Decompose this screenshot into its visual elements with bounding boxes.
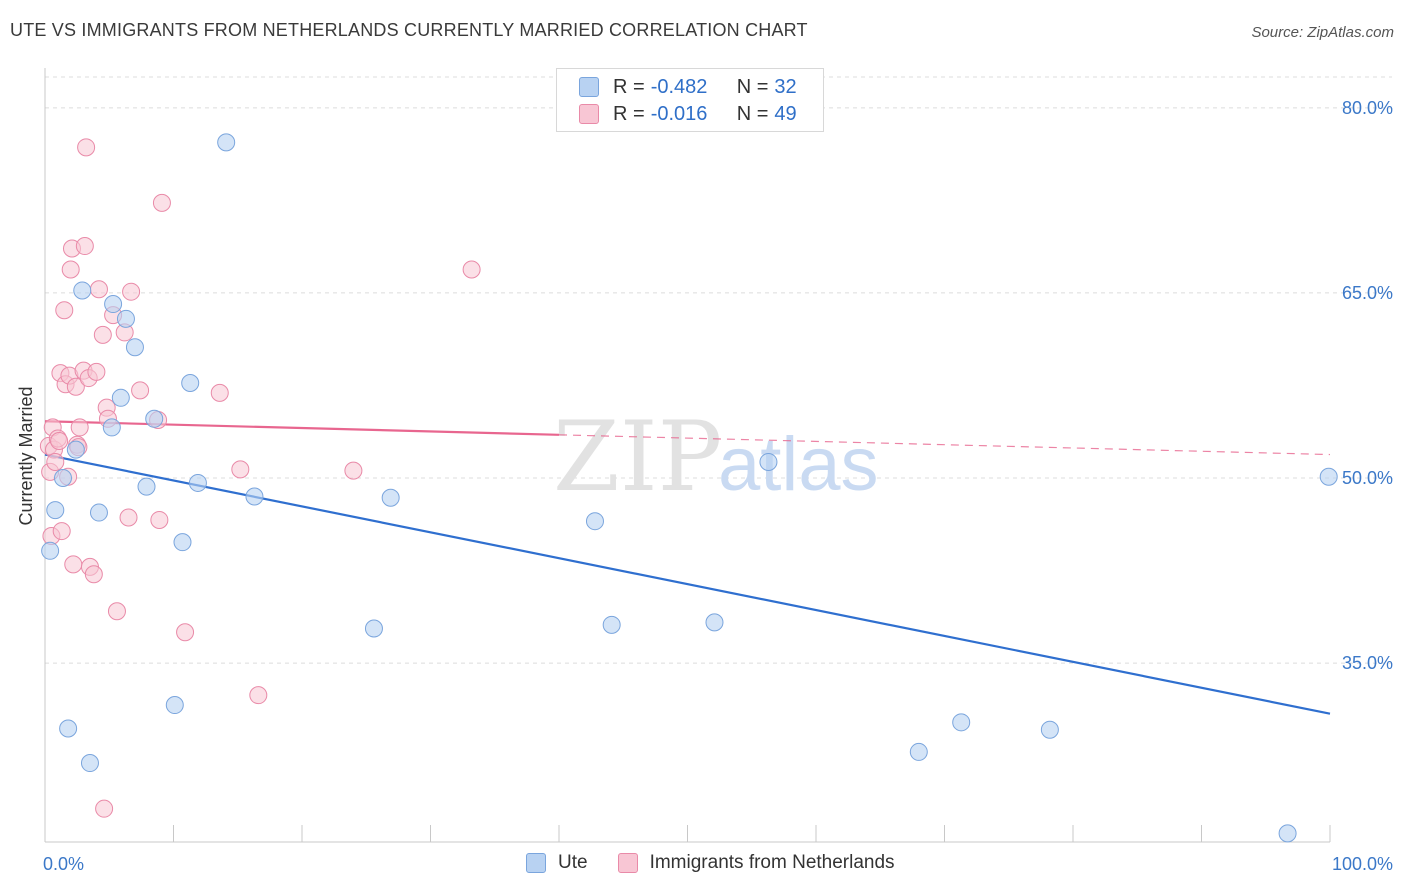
legend-n-value: 32: [774, 75, 797, 98]
legend-item-netherlands[interactable]: Immigrants from Netherlands: [617, 852, 895, 874]
stats-legend: R = -0.482 N = 32 R = -0.016 N = 49: [556, 68, 824, 132]
watermark-zip: ZIP: [553, 401, 722, 513]
data-point-ute: [245, 487, 264, 506]
data-point-ute: [41, 541, 60, 560]
data-point-netherlands: [249, 686, 268, 705]
data-point-ute: [188, 473, 207, 492]
x-tick-label: 0.0%: [43, 854, 84, 874]
data-point-netherlands: [107, 602, 126, 621]
y-tick-label: 35.0%: [1342, 653, 1393, 673]
gridlines: [45, 76, 1392, 664]
data-point-ute: [80, 754, 99, 773]
data-point-ute: [952, 713, 971, 732]
data-point-ute: [59, 719, 78, 738]
data-point-ute: [364, 619, 383, 638]
data-point-netherlands: [150, 510, 169, 529]
data-point-netherlands: [61, 260, 80, 279]
trend-line-netherlands-extension: [558, 434, 1331, 456]
legend-swatch-ute: [579, 77, 599, 97]
data-point-ute: [111, 388, 130, 407]
series-legend: Ute Immigrants from Netherlands: [526, 852, 925, 874]
data-point-netherlands: [64, 555, 83, 574]
legend-swatch-netherlands: [579, 104, 599, 124]
data-point-ute: [585, 512, 604, 531]
data-point-netherlands: [46, 452, 65, 471]
data-point-ute: [46, 501, 65, 520]
y-tick-label: 50.0%: [1342, 468, 1393, 488]
legend-label-netherlands: Immigrants from Netherlands: [649, 852, 895, 873]
data-point-ute: [759, 452, 778, 471]
y-tick-label: 80.0%: [1342, 98, 1393, 118]
data-point-netherlands: [50, 431, 69, 450]
data-point-netherlands: [70, 418, 89, 437]
y-tick-labels: 35.0% 50.0% 65.0% 80.0%: [1342, 98, 1393, 673]
data-point-ute: [181, 374, 200, 392]
data-point-netherlands: [66, 377, 85, 396]
data-point-ute: [705, 613, 724, 632]
data-point-netherlands: [55, 301, 74, 320]
watermark: ZIP atlas: [553, 401, 879, 513]
data-point-ute: [89, 503, 108, 522]
x-tick-labels: 0.0% 100.0%: [43, 854, 1393, 874]
legend-swatch-ute: [526, 853, 546, 873]
data-point-ute: [909, 742, 928, 761]
data-point-ute: [145, 409, 164, 428]
data-point-ute: [1040, 720, 1059, 739]
series-ute-points: [41, 133, 1338, 843]
legend-n-label: N =: [736, 102, 769, 125]
data-point-ute: [137, 477, 156, 496]
data-point-netherlands: [131, 381, 150, 400]
data-point-netherlands: [75, 237, 94, 256]
legend-label-ute: Ute: [558, 852, 588, 873]
data-point-ute: [104, 295, 123, 314]
y-axis-label: Currently Married: [16, 386, 36, 525]
data-point-netherlands: [231, 460, 250, 479]
data-point-netherlands: [119, 508, 138, 527]
data-point-ute: [165, 696, 184, 715]
data-point-ute: [73, 281, 92, 300]
legend-r-label: R =: [613, 102, 645, 125]
legend-row-netherlands: R = -0.016 N = 49: [579, 101, 797, 127]
watermark-atlas: atlas: [718, 422, 879, 507]
legend-item-ute[interactable]: Ute: [526, 852, 588, 874]
data-point-netherlands: [122, 282, 141, 301]
data-point-ute: [66, 440, 85, 459]
data-point-netherlands: [95, 799, 114, 818]
data-point-netherlands: [87, 362, 106, 381]
trend-line-netherlands: [44, 420, 560, 436]
legend-row-ute: R = -0.482 N = 32: [579, 74, 797, 100]
data-point-netherlands: [344, 461, 363, 480]
data-point-netherlands: [52, 522, 71, 541]
legend-swatch-netherlands: [617, 853, 638, 873]
data-point-netherlands: [176, 623, 195, 642]
chart-title: UTE VS IMMIGRANTS FROM NETHERLANDS CURRE…: [10, 20, 808, 40]
data-point-ute: [102, 418, 121, 437]
legend-r-value: -0.016: [650, 102, 708, 125]
data-point-ute: [1319, 467, 1338, 486]
legend-r-label: R =: [613, 75, 645, 98]
legend-n-value: 49: [774, 102, 797, 125]
data-point-ute: [53, 469, 72, 488]
data-point-ute: [116, 309, 135, 328]
data-point-netherlands: [462, 260, 481, 279]
data-point-ute: [1278, 824, 1297, 843]
source-label: Source: ZipAtlas.com: [1251, 24, 1394, 41]
data-point-ute: [602, 615, 621, 634]
data-point-ute: [381, 488, 400, 507]
legend-n-label: N =: [736, 75, 769, 98]
data-point-ute: [173, 533, 192, 552]
data-point-ute: [217, 133, 236, 152]
data-point-netherlands: [89, 280, 108, 299]
data-point-netherlands: [210, 383, 229, 402]
series-netherlands-points: [39, 138, 481, 818]
x-tick-label: 100.0%: [1332, 854, 1393, 874]
data-point-netherlands: [77, 138, 96, 157]
y-tick-label: 65.0%: [1342, 283, 1393, 303]
legend-r-value: -0.482: [650, 75, 708, 98]
data-point-netherlands: [93, 325, 112, 344]
data-point-netherlands: [152, 193, 171, 212]
data-point-netherlands: [84, 565, 103, 584]
data-point-ute: [125, 338, 144, 357]
